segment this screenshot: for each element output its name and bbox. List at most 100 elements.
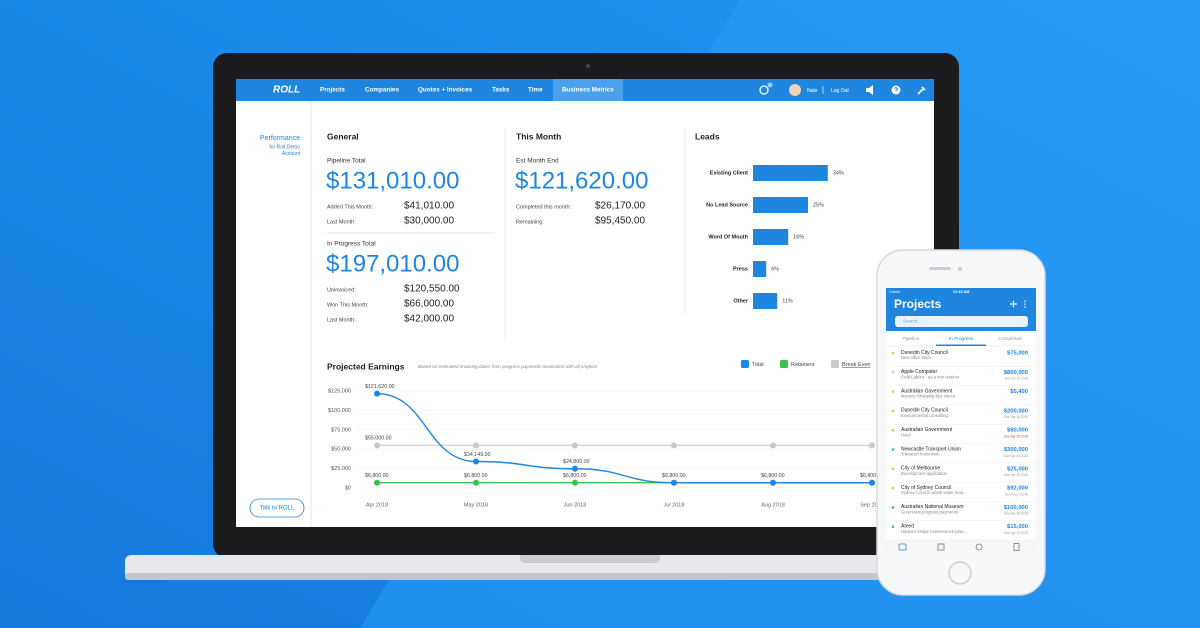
project-description: Sydney Council waste water treat... [901, 490, 967, 495]
nav-item[interactable]: Business Metrics [562, 87, 614, 94]
metric-value: $197,010.00 [326, 250, 459, 277]
phone-search[interactable]: Search... [903, 319, 921, 324]
project-amount: $5,400 [1010, 389, 1028, 395]
talk-button[interactable] [249, 498, 305, 518]
row-value: $26,170.00 [595, 201, 645, 212]
phone-tab[interactable]: Pipeline [902, 336, 919, 342]
series-point [572, 442, 578, 449]
series-point [770, 442, 776, 449]
phone-tab[interactable]: Completed [998, 336, 1022, 342]
x-tick-label: Apr 2018 [366, 502, 388, 508]
project-description: Hotel [901, 432, 911, 437]
nav-item[interactable]: Projects [320, 87, 345, 94]
bar-value-label: 34% [833, 170, 844, 176]
user-name[interactable]: Nate [807, 88, 818, 94]
nav-item[interactable]: Tasks [492, 87, 510, 94]
point-label: $34,149.00 [464, 452, 491, 458]
series-point [374, 442, 380, 449]
point-label: $6,800.00 [365, 473, 389, 479]
series-point [770, 479, 776, 486]
chart-title: Projected Earnings [327, 361, 405, 371]
row-value: $120,550.00 [404, 284, 460, 295]
project-description: Environmental consulting [901, 413, 948, 418]
nav-item[interactable]: Quotes + Invoices [418, 87, 473, 94]
phone-background [886, 288, 1036, 555]
phone-home-button[interactable] [948, 561, 972, 585]
settings-icon[interactable] [917, 86, 926, 95]
status-carrier: Carrier [889, 290, 901, 294]
point-label: $6,800.00 [662, 473, 686, 479]
series-point [671, 479, 677, 486]
user-avatar[interactable] [789, 84, 801, 96]
legend-label[interactable]: Total [752, 362, 764, 368]
talk-button-label[interactable]: Talk to ROLL [260, 506, 295, 512]
bar-label: Press [733, 266, 748, 272]
phone-tab-icon[interactable] [898, 543, 907, 551]
legend-label[interactable]: Break Even [842, 362, 870, 368]
bar [753, 293, 778, 309]
phone-tab-icon[interactable] [975, 543, 983, 551]
phone-add-icon[interactable] [1010, 300, 1017, 308]
point-label: $6,800.00 [464, 473, 488, 479]
phone-tabbar [886, 540, 1036, 555]
phone-screen: Carrier 10:43 AM Projects Search... Pipeline… [886, 288, 1036, 555]
series-point [869, 442, 875, 449]
project-status-dot [891, 525, 895, 528]
project-description: New office block [901, 355, 932, 360]
help-icon-mark [894, 87, 899, 92]
timer-icon[interactable] [759, 85, 769, 95]
row-label: Remaining: [516, 219, 544, 225]
project-client: City of Sydney Council [901, 485, 951, 491]
bar [753, 197, 808, 213]
project-status-dot [891, 467, 895, 471]
x-tick-label: Jul 2018 [664, 502, 685, 508]
laptop-screen: ROLL Projects Companies Quotes + Invoices Ta… [236, 79, 934, 527]
project-client: City of Melbourne [901, 466, 940, 472]
project-due: Due Apr 30 2018 [1004, 531, 1028, 535]
legend-label[interactable]: Retainers [791, 362, 815, 368]
project-status-dot [891, 428, 895, 432]
series-point [572, 479, 578, 486]
logo: ROLL [273, 85, 300, 96]
nav-item[interactable]: Time [528, 87, 543, 94]
nav-item[interactable]: Companies [365, 87, 399, 94]
project-amount: $15,000 [1007, 524, 1028, 530]
series-point [869, 479, 875, 486]
x-tick-label: Aug 2018 [761, 502, 785, 508]
x-tick-label: Sep 2018 [860, 502, 884, 508]
row-label: Won This Month: [327, 302, 369, 308]
phone-tab[interactable]: In Progress [949, 336, 974, 342]
metric-value: $121,620.00 [515, 167, 648, 194]
series-point [473, 442, 479, 449]
project-client: Dunedin City Council [901, 350, 948, 356]
project-status-dot [891, 390, 895, 393]
status-time: 10:43 AM [953, 290, 970, 294]
phone-tab-icon[interactable] [937, 543, 945, 551]
legend-swatch [741, 360, 749, 368]
point-label: $24,800.00 [563, 459, 590, 465]
phone-search-box[interactable] [895, 316, 1028, 327]
project-status-dot [891, 448, 895, 451]
bar-value-label: 6% [771, 266, 779, 272]
chart-title: Leads [695, 131, 720, 141]
project-client: Ateed [901, 524, 914, 530]
bar-label: Other [733, 298, 749, 304]
project-client: Australian National Museum [901, 504, 964, 510]
project-due: Due Aug 1 2018 [1005, 492, 1028, 496]
y-tick-label: $25,000 [331, 466, 351, 472]
project-amount: $25,000 [1007, 466, 1028, 472]
bar-value-label: 11% [782, 298, 793, 304]
project-due: Due Apr 18 2018 [1004, 415, 1028, 419]
announce-icon[interactable] [866, 85, 873, 95]
section-title: General [327, 131, 359, 141]
bar-label: Word Of Mouth [708, 234, 748, 240]
row-label: Last Month: [327, 219, 356, 225]
y-tick-label: $125,000 [328, 388, 351, 394]
phone-tab-icon[interactable] [1013, 543, 1020, 551]
logout-link[interactable]: Log Out [831, 88, 849, 94]
series-point [374, 390, 380, 397]
project-amount: $800,000 [1004, 370, 1028, 376]
series-point [572, 465, 578, 472]
bar-value-label: 25% [813, 202, 824, 208]
project-description: Field Labour - as a non retainer [901, 374, 960, 379]
